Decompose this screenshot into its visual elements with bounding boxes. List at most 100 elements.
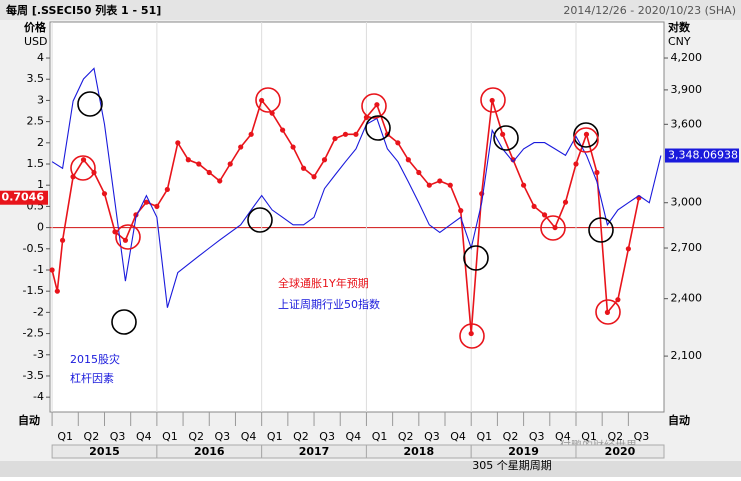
x-tick-label: Q3: [110, 430, 126, 443]
data-point: [290, 144, 296, 150]
year-box: [575, 444, 665, 459]
data-point: [489, 97, 495, 104]
data-point: [300, 165, 307, 171]
x-tick-label: Q4: [450, 430, 466, 443]
y-tick-label: -3.5: [23, 369, 44, 382]
y2-tick-label: 4,200: [671, 51, 703, 64]
y-tick-label: 0: [37, 221, 44, 234]
auto-left[interactable]: 自动: [18, 413, 40, 427]
x-tick-label: Q1: [267, 430, 283, 443]
data-point: [196, 161, 202, 167]
x-tick-label: Q2: [607, 430, 623, 443]
y-tick-label: -1: [33, 263, 44, 276]
year-label: 2020: [605, 445, 636, 458]
y-tick-label: 2: [37, 136, 44, 149]
year-label: 2018: [404, 445, 435, 458]
y2-title: 对数: [668, 20, 691, 34]
x-tick-label: Q4: [345, 430, 361, 443]
data-point: [101, 191, 108, 197]
scrollbar[interactable]: [0, 461, 741, 477]
data-point: [552, 224, 558, 231]
x-tick-label: Q2: [503, 430, 519, 443]
header: 每周 [.SSECI50 列表 1 - 51]: [6, 3, 161, 17]
data-point: [583, 131, 590, 137]
y-tick-label: 1.5: [27, 157, 45, 170]
data-point: [238, 144, 244, 150]
data-point: [395, 140, 401, 146]
data-point: [175, 140, 181, 146]
y-tick-label: 2.5: [27, 115, 45, 128]
y-tick-label: 3.5: [27, 72, 45, 85]
data-point: [259, 97, 265, 104]
series-line: [51, 98, 640, 334]
year-label: 2019: [508, 445, 539, 458]
data-point: [531, 203, 537, 210]
y2-tick-label: 3,600: [671, 117, 703, 130]
period-label: 305 个星期周期: [472, 459, 552, 472]
plot-area: [49, 21, 665, 413]
last-value-box: [665, 148, 739, 163]
x-tick-label: Q3: [319, 430, 335, 443]
y2-tick-label: 2,100: [671, 349, 703, 362]
x-tick-label: Q4: [241, 430, 257, 443]
data-point: [405, 157, 411, 163]
data-point: [311, 174, 317, 180]
data-point: [458, 208, 464, 214]
data-point: [437, 178, 443, 184]
last-value-box: [0, 190, 48, 205]
data-point: [510, 157, 516, 163]
y-tick-label: -0.5: [23, 242, 44, 255]
data-point: [615, 297, 621, 303]
highlight-circles: [70, 87, 621, 349]
data-point: [248, 131, 254, 137]
y2-tick-label: 3,900: [671, 83, 703, 96]
last-value-label: 0.7046: [2, 191, 45, 204]
y2-unit: CNY: [668, 35, 691, 48]
x-tick-label: Q2: [188, 430, 204, 443]
y-tick-label: 3: [37, 93, 44, 106]
year-label: 2017: [299, 445, 330, 458]
data-point: [541, 212, 548, 218]
y-tick-label: 4: [37, 51, 44, 64]
year-label: 2016: [194, 445, 225, 458]
data-point: [625, 246, 631, 252]
x-tick-label: Q2: [293, 430, 309, 443]
data-point: [185, 157, 191, 163]
data-point: [280, 127, 286, 133]
x-tick-label: Q1: [476, 430, 492, 443]
data-point: [468, 330, 474, 337]
y-unit: USD: [24, 35, 48, 48]
x-tick-label: Q1: [581, 430, 597, 443]
y-title: 价格: [24, 20, 47, 34]
y-tick-label: -1.5: [23, 284, 44, 297]
data-point: [520, 182, 527, 188]
date-range: 2014/12/26 - 2020/10/23 (SHA): [563, 4, 736, 17]
y-tick-label: -3: [33, 348, 44, 361]
x-tick-label: Q3: [634, 430, 650, 443]
y-tick-label: -2.5: [23, 327, 44, 340]
auto-right[interactable]: 自动: [668, 413, 690, 427]
x-tick-label: Q4: [555, 430, 571, 443]
series-line: [51, 67, 662, 308]
header-bar: [0, 0, 741, 20]
last-value-label: 3,348.06938: [668, 149, 738, 162]
data-point: [80, 157, 87, 163]
x-tick-label: Q2: [84, 430, 100, 443]
data-point: [374, 102, 380, 108]
x-tick-label: Q2: [398, 430, 414, 443]
y-tick-label: -4: [33, 390, 44, 403]
x-tick-label: Q1: [57, 430, 73, 443]
x-tick-label: Q1: [372, 430, 388, 443]
annotation: 2015股灾杠杆因素: [70, 352, 120, 385]
data-point: [122, 237, 129, 243]
legend-entry: 全球通胀1Y年预期: [278, 276, 369, 290]
data-point: [342, 131, 349, 137]
data-point: [573, 161, 579, 167]
data-point: [604, 309, 611, 315]
data-point: [217, 178, 223, 184]
x-tick-label: Q3: [529, 430, 545, 443]
x-tick-label: Q3: [424, 430, 440, 443]
data-point: [447, 182, 453, 188]
data-point: [154, 203, 160, 210]
